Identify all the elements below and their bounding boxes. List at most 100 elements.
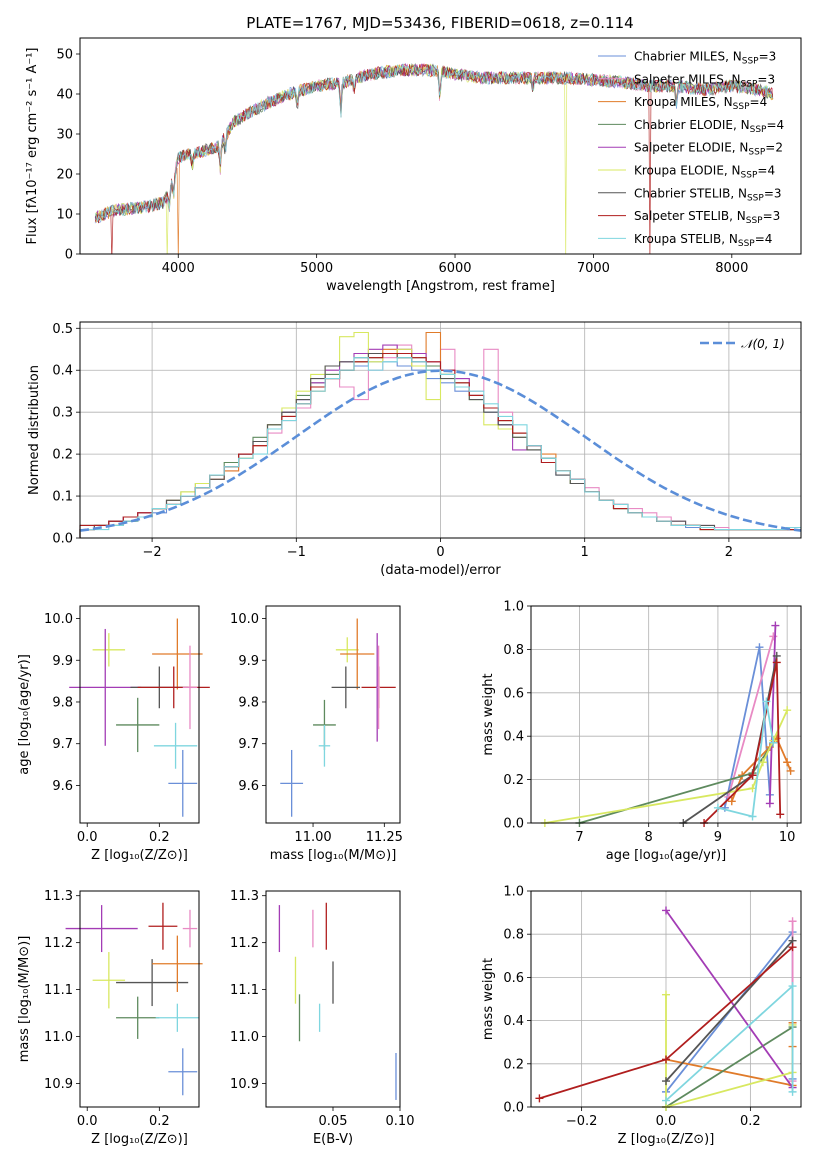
weight-vs-age-xtick-label: 9 (714, 830, 722, 845)
mass-vs-Z-point (148, 902, 178, 950)
spectrum-ylabel: Flux [fλ10⁻¹⁷ erg cm⁻² s⁻¹ A⁻¹] (25, 48, 40, 245)
legend-label-4: Salpeter ELODIE, NSSP=2 (634, 141, 783, 158)
age-vs-mass-point (335, 637, 359, 663)
histogram-kroupa-stelib (79, 357, 801, 538)
mass-vs-EBV-axes: 0.05 0.10 10.9 11.0 11.1 11.2 11.3 (230, 889, 414, 1129)
weight-vs-age-axes: 7 8 9 10 0.0 0.2 0.4 0.6 0.8 1.0 (503, 600, 801, 845)
age-vs-Z-points (69, 618, 210, 817)
mass-vs-Z-ytick-label: 10.9 (44, 1077, 73, 1092)
spectrum-xtick-label: 8000 (715, 261, 748, 276)
age-vs-Z-ytick-label: 9.6 (52, 779, 73, 794)
residual-histogram-xtick-label: −1 (287, 545, 306, 560)
age-vs-Z-ylabel: age [log₁₀(age/yr)] (17, 654, 32, 775)
mass-vs-Z-points (65, 902, 203, 1096)
spectrum-frame (79, 37, 802, 255)
age-vs-Z-point (92, 633, 126, 667)
mass-vs-EBV-ytick-label: 10.9 (230, 1077, 259, 1092)
mass-vs-EBV-ytick-label: 11.1 (230, 983, 259, 998)
weight-vs-age-frame (530, 605, 802, 824)
residual-histogram-ytick-label: 0.2 (52, 448, 73, 463)
plot-layer: 4000 5000 6000 7000 800001020304050wavelengt… (17, 37, 802, 1147)
weight-vs-age-marker (755, 643, 764, 652)
age-vs-mass-xtick-label: 11.00 (294, 830, 331, 845)
legend-label-0: Chabrier MILES, NSSP=3 (634, 50, 776, 67)
weight-vs-Z-marker (662, 906, 670, 915)
age-vs-Z-xlabel: Z [log₁₀(Z/Z⊙)] (91, 848, 188, 863)
mass-vs-Z-ytick-label: 11.1 (44, 983, 73, 998)
weight-vs-Z-marker (535, 1094, 544, 1103)
age-vs-mass-point (340, 618, 375, 690)
age-vs-Z-axes: 0.0 0.2 9.6 9.7 9.8 9.9 10.0 (44, 612, 170, 845)
residual-histogram-xtick-label: 2 (725, 545, 733, 560)
weight-vs-Z-ylabel: mass weight (481, 958, 496, 1040)
weight-vs-age-ytick-label: 0.6 (503, 686, 524, 701)
mass-vs-EBV-ytick-label: 11.2 (230, 936, 259, 951)
age-vs-Z-ytick-label: 9.7 (52, 737, 73, 752)
weight-vs-Z-ytick-label: 0.0 (503, 1101, 524, 1116)
mass-vs-Z-point (65, 905, 138, 953)
weight-vs-Z-series (535, 906, 797, 1111)
spectrum-ytick-label: 20 (56, 168, 73, 183)
weight-vs-age-xtick-label: 7 (575, 830, 583, 845)
weight-vs-age-marker (765, 799, 774, 808)
age-vs-mass-ytick-label: 9.9 (238, 654, 259, 669)
mass-vs-EBV-xtick-label: 0.10 (386, 1114, 415, 1129)
age-vs-mass-frame (265, 605, 401, 824)
weight-vs-Z-marker (788, 1087, 797, 1096)
mass-vs-Z-point (116, 996, 160, 1039)
spectrum-ytick-label: 30 (56, 128, 73, 143)
age-vs-mass-xtick-label: 11.25 (366, 830, 403, 845)
spectrum-xtick-label: 7000 (577, 261, 610, 276)
weight-vs-age-ytick-label: 1.0 (503, 600, 524, 615)
age-vs-mass-point (331, 666, 361, 709)
residual-histogram-ytick-label: 0.1 (52, 490, 73, 505)
age-vs-Z-xtick-label: 0.2 (149, 830, 170, 845)
age-vs-mass-point (280, 749, 304, 817)
weight-vs-age-xtick-label: 8 (645, 830, 653, 845)
age-vs-Z-ytick-label: 9.8 (52, 695, 73, 710)
spectrum-legend: Chabrier MILES, NSSP=3 Salpeter MILES, NS… (598, 50, 784, 249)
age-vs-Z-point (69, 628, 142, 746)
weight-vs-Z-ytick-label: 0.4 (503, 1014, 524, 1029)
weight-vs-age-ytick-label: 0.4 (503, 730, 524, 745)
legend-label-3: Chabrier ELODIE, NSSP=4 (634, 118, 784, 135)
weight-vs-age-marker (762, 697, 771, 706)
legend-label-2: Kroupa MILES, NSSP=4 (634, 95, 767, 112)
age-vs-Z-ytick-label: 10.0 (44, 612, 73, 627)
age-vs-Z-point (182, 645, 198, 730)
weight-vs-age-line (768, 625, 777, 804)
weight-vs-age-xtick-label: 10 (779, 830, 796, 845)
weight-vs-Z-ytick-label: 1.0 (503, 885, 524, 900)
weight-vs-Z-marker (662, 1077, 670, 1086)
weight-vs-Z-marker (662, 1055, 670, 1064)
weight-vs-age-line (727, 636, 775, 798)
spectrum-xtick-label: 4000 (162, 261, 195, 276)
gaussian-curve (79, 369, 802, 532)
spectrum-ytick-label: 0 (65, 248, 73, 263)
weight-vs-Z-marker (788, 982, 797, 991)
histogram-series-group (79, 331, 802, 538)
weight-vs-age-marker (769, 632, 778, 641)
spectrum-ytick-label: 50 (56, 48, 73, 63)
spectrum-line-chabrier-stelib (94, 63, 774, 221)
spectrum-xtick-label: 5000 (300, 261, 333, 276)
weight-vs-Z-marker (788, 917, 797, 926)
age-vs-mass-ytick-label: 9.8 (238, 695, 259, 710)
age-vs-Z-frame (79, 605, 200, 824)
weight-vs-age-marker (786, 766, 795, 775)
weight-vs-age-marker (769, 738, 778, 747)
mass-vs-Z-ytick-label: 11.2 (44, 936, 73, 951)
weight-vs-age-ytick-label: 0.2 (503, 773, 524, 788)
weight-vs-Z-marker (788, 943, 797, 952)
weight-vs-Z-line (665, 909, 794, 1089)
spectrum-ytick-label: 10 (56, 208, 73, 223)
residual-histogram-frame (79, 321, 802, 539)
weight-vs-Z-frame (530, 890, 802, 1108)
mass-vs-EBV-ytick-label: 11.0 (230, 1030, 259, 1045)
spectrum-series-group (94, 62, 774, 254)
residual-histogram-ylabel: Normed distribution (27, 365, 42, 495)
mass-vs-Z-ytick-label: 11.3 (44, 889, 73, 904)
legend-label-6: Chabrier STELIB, NSSP=3 (634, 186, 782, 203)
weight-vs-Z-ytick-label: 0.6 (503, 971, 524, 986)
